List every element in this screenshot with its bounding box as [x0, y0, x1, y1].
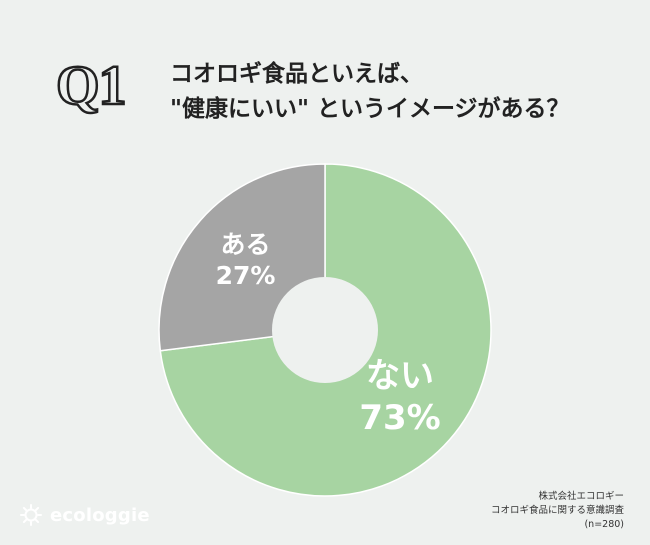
question-line-1: コオロギ食品といえば、	[170, 61, 423, 87]
slice-label-aru: ある	[220, 230, 270, 259]
slice-value-aru: 27%	[216, 261, 276, 290]
source-sample: (n=280)	[584, 518, 624, 530]
question-text: コオロギ食品といえば、 "健康にいい" というイメージがある？	[170, 57, 630, 126]
header: Q1 コオロギ食品といえば、 "健康にいい" というイメージがある？	[0, 0, 650, 150]
cricket-logo-icon	[18, 502, 44, 528]
chart-hole	[272, 277, 378, 383]
slice-label-nai: ない	[366, 356, 434, 396]
question-line-2: "健康にいい" というイメージがある？	[170, 95, 570, 122]
slice-value-nai: 73%	[359, 398, 440, 438]
source-note: 株式会社エコロギー コオロギ食品に関する意識調査 (n=280)	[404, 490, 624, 531]
question-number-badge: Q1	[55, 55, 128, 117]
source-company: 株式会社エコロギー	[538, 491, 624, 502]
logo-text: ecologgie	[50, 504, 150, 526]
ecologgie-logo: ecologgie	[18, 502, 150, 528]
source-survey: コオロギ食品に関する意識調査	[490, 504, 624, 516]
